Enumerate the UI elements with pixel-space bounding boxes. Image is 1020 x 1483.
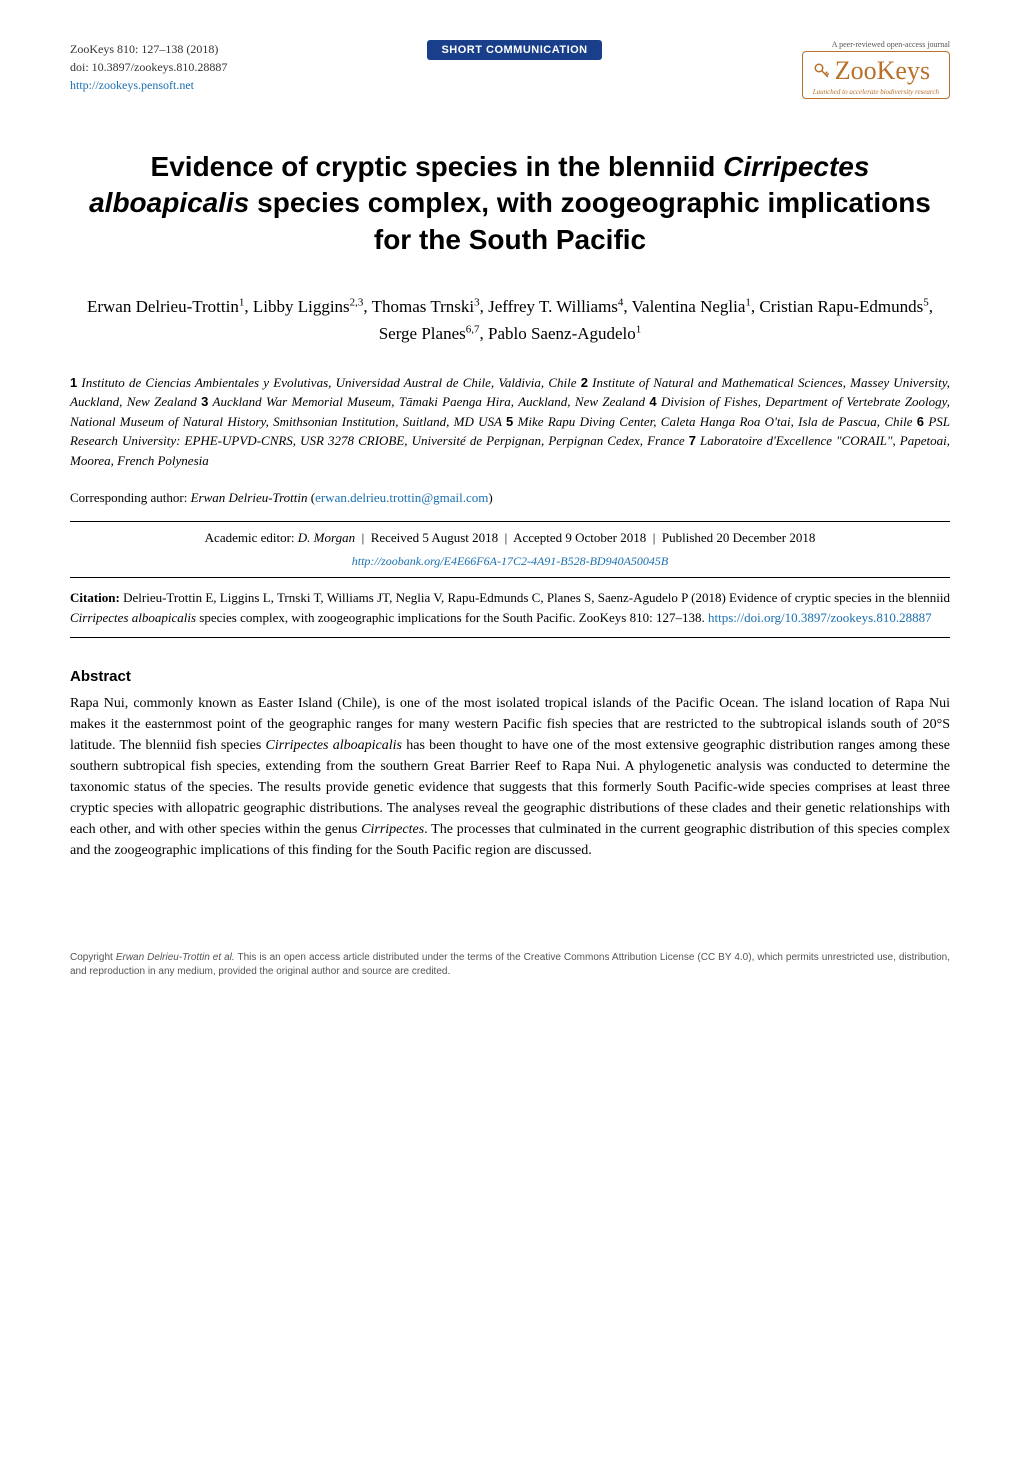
author: Thomas Trnski3: [372, 297, 480, 316]
copyright-notice: Copyright Erwan Delrieu-Trottin et al. T…: [70, 951, 950, 979]
editorial-dates: Academic editor: D. Morgan | Received 5 …: [70, 530, 950, 546]
logo-tagline: Launched to accelerate biodiversity rese…: [813, 88, 939, 96]
affiliations: 1 Instituto de Ciencias Ambientales y Ev…: [70, 373, 950, 471]
author-list: Erwan Delrieu-Trottin1, Libby Liggins2,3…: [70, 293, 950, 347]
peer-review-label: A peer-reviewed open-access journal: [802, 40, 950, 49]
article-title: Evidence of cryptic species in the blenn…: [70, 149, 950, 258]
corresponding-author: Corresponding author: Erwan Delrieu-Trot…: [70, 490, 950, 506]
page-header: ZooKeys 810: 127–138 (2018) doi: 10.3897…: [70, 40, 950, 99]
author: Jeffrey T. Williams4: [488, 297, 623, 316]
zoobank-link: http://zoobank.org/E4E66F6A-17C2-4A91-B5…: [70, 554, 950, 569]
journal-meta: ZooKeys 810: 127–138 (2018) doi: 10.3897…: [70, 40, 227, 94]
article-type-badge: SHORT COMMUNICATION: [427, 40, 601, 60]
logo-block: A peer-reviewed open-access journal ZooK…: [802, 40, 950, 99]
divider: [70, 637, 950, 638]
author: Pablo Saenz-Agudelo1: [488, 324, 641, 343]
author: Libby Liggins2,3: [253, 297, 364, 316]
journal-logo: ZooKeys Launched to accelerate biodivers…: [802, 51, 950, 99]
citation-doi[interactable]: https://doi.org/10.3897/zookeys.810.2888…: [708, 610, 932, 625]
author: Erwan Delrieu-Trottin1: [87, 297, 244, 316]
abstract-body: Rapa Nui, commonly known as Easter Islan…: [70, 693, 950, 861]
divider: [70, 577, 950, 578]
corresponding-email[interactable]: erwan.delrieu.trottin@gmail.com: [315, 490, 488, 505]
doi: doi: 10.3897/zookeys.810.28887: [70, 58, 227, 76]
divider: [70, 521, 950, 522]
author: Serge Planes6,7: [379, 324, 480, 343]
journal-url[interactable]: http://zookeys.pensoft.net: [70, 78, 194, 92]
key-icon: [813, 62, 831, 80]
zoobank-url[interactable]: http://zoobank.org/E4E66F6A-17C2-4A91-B5…: [352, 554, 669, 568]
author: Cristian Rapu-Edmunds5: [759, 297, 928, 316]
journal-citation: ZooKeys 810: 127–138 (2018): [70, 40, 227, 58]
abstract-heading: Abstract: [70, 668, 950, 685]
author: Valentina Neglia1: [632, 297, 751, 316]
logo-text: ZooKeys: [835, 56, 930, 86]
citation-block: Citation: Delrieu-Trottin E, Liggins L, …: [70, 588, 950, 627]
